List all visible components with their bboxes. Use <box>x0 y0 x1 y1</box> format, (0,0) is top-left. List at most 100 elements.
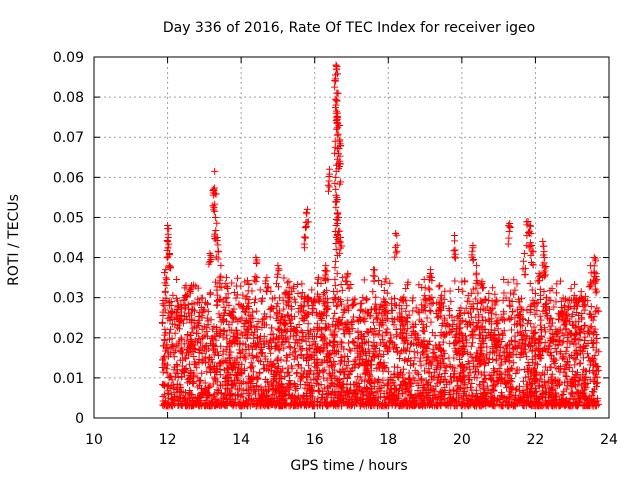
data-point <box>313 376 321 384</box>
data-point <box>511 321 519 329</box>
data-point <box>332 185 340 193</box>
data-point <box>357 331 365 339</box>
data-point <box>455 286 463 294</box>
data-point <box>308 286 316 294</box>
data-point <box>314 275 322 283</box>
data-point <box>363 384 371 392</box>
data-point <box>221 390 229 398</box>
data-point <box>315 298 323 306</box>
data-point <box>328 374 336 382</box>
data-point <box>307 367 315 375</box>
data-point <box>550 396 558 404</box>
data-point <box>160 342 168 350</box>
data-point <box>333 270 341 278</box>
data-point <box>485 316 493 324</box>
data-point <box>496 352 504 360</box>
data-point <box>392 249 400 257</box>
data-point <box>509 307 517 315</box>
data-point <box>281 373 289 381</box>
data-point <box>467 396 475 404</box>
data-point <box>183 337 191 345</box>
data-point <box>302 338 310 346</box>
data-point <box>376 347 384 355</box>
data-point <box>421 302 429 310</box>
data-point <box>525 364 533 372</box>
data-point <box>417 354 425 362</box>
data-point <box>300 367 308 375</box>
data-point <box>539 238 547 246</box>
data-point <box>247 383 255 391</box>
data-point <box>335 325 343 333</box>
data-point <box>587 282 595 290</box>
data-point <box>304 355 312 363</box>
y-tick-label: 0.08 <box>53 90 84 106</box>
data-point <box>300 393 308 401</box>
data-point <box>467 342 475 350</box>
data-point <box>330 358 338 366</box>
data-point <box>480 361 488 369</box>
data-point <box>592 289 600 297</box>
data-point <box>262 313 270 321</box>
data-point <box>351 390 359 398</box>
data-point <box>255 357 263 365</box>
data-point <box>263 400 271 408</box>
data-point <box>209 335 217 343</box>
data-point <box>228 307 236 315</box>
data-point <box>402 317 410 325</box>
data-point <box>201 379 209 387</box>
data-point <box>361 398 369 406</box>
data-point <box>509 351 517 359</box>
data-point <box>462 339 470 347</box>
data-point <box>272 314 280 322</box>
data-point <box>268 391 276 399</box>
data-point <box>204 321 212 329</box>
data-point <box>360 276 368 284</box>
data-point <box>569 320 577 328</box>
data-point <box>590 388 598 396</box>
data-point <box>516 395 524 403</box>
data-point <box>586 361 594 369</box>
data-point <box>267 349 275 357</box>
data-point <box>331 95 339 103</box>
data-point <box>216 274 224 282</box>
data-point <box>258 349 266 357</box>
data-point <box>486 348 494 356</box>
data-point <box>325 354 333 362</box>
data-point <box>426 387 434 395</box>
data-point <box>463 323 471 331</box>
x-tick-label: 16 <box>306 432 324 448</box>
data-point <box>579 295 587 303</box>
data-point <box>170 397 178 405</box>
data-point <box>590 254 598 262</box>
data-point <box>534 299 542 307</box>
data-point <box>361 317 369 325</box>
data-point <box>478 313 486 321</box>
data-point <box>594 379 602 387</box>
data-point <box>368 327 376 335</box>
data-point <box>275 265 283 273</box>
data-point <box>286 344 294 352</box>
data-point <box>505 348 513 356</box>
data-point <box>568 390 576 398</box>
data-point <box>330 391 338 399</box>
data-point <box>295 360 303 368</box>
data-point <box>295 400 303 408</box>
data-point <box>506 340 514 348</box>
data-point <box>213 389 221 397</box>
data-point <box>170 353 178 361</box>
data-point <box>238 390 246 398</box>
data-point <box>355 383 363 391</box>
data-point <box>161 352 169 360</box>
data-point <box>572 331 580 339</box>
data-point <box>285 278 293 286</box>
data-point <box>530 339 538 347</box>
data-point <box>586 401 594 409</box>
data-point <box>412 401 420 409</box>
data-point <box>186 289 194 297</box>
data-point <box>395 387 403 395</box>
data-point <box>262 376 270 384</box>
data-point <box>234 318 242 326</box>
data-point <box>333 155 341 163</box>
data-point <box>332 173 340 181</box>
data-point <box>322 340 330 348</box>
